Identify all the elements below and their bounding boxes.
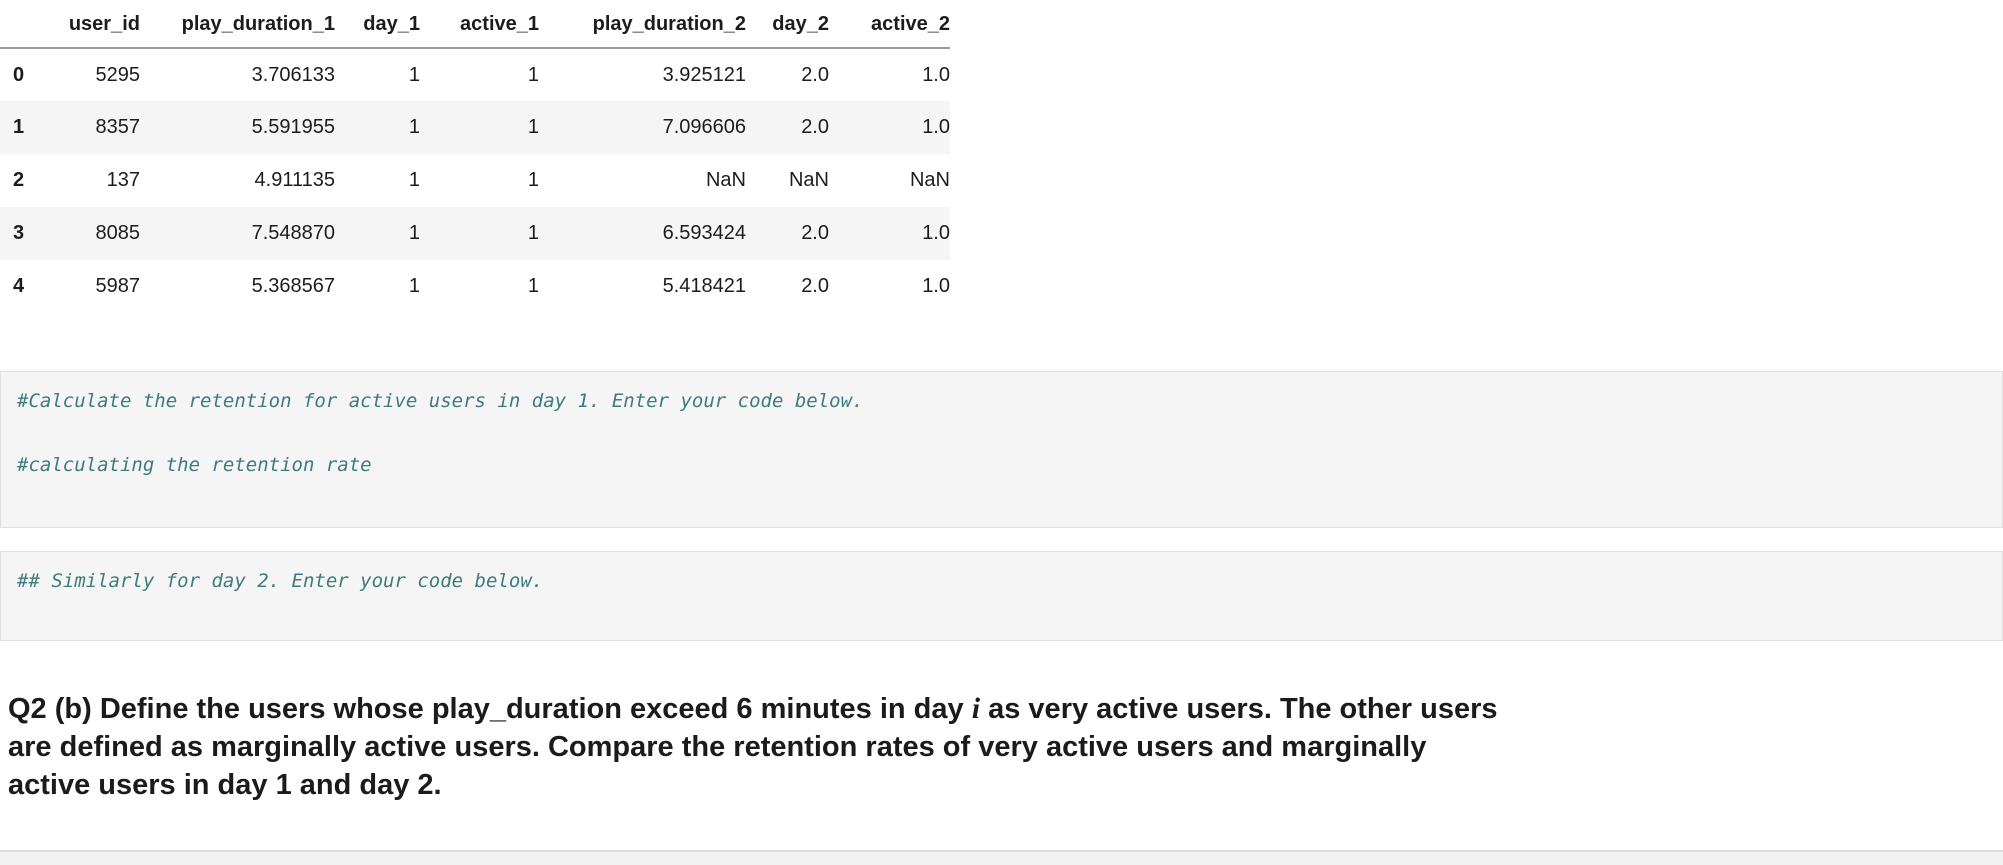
- table-cell: 1: [408, 116, 420, 138]
- table-cell: 4.911135: [254, 169, 335, 191]
- table-cell: 1: [527, 169, 539, 191]
- table-cell: 2.0: [801, 275, 829, 297]
- table-cell: 1: [408, 275, 420, 297]
- column-header: active_1: [420, 2, 539, 49]
- row-index: 0: [13, 63, 25, 86]
- table-row: 1 8357 5.591955 1 1 7.096606 2.0 1.0: [0, 101, 950, 154]
- table-row: 0 5295 3.706133 1 1 3.925121 2.0 1.0: [0, 48, 950, 101]
- table-cell: 1: [527, 275, 539, 297]
- table-cell: 1.0: [922, 63, 950, 86]
- column-header: day_1: [335, 2, 420, 49]
- table-cell: 1: [527, 222, 539, 244]
- dataframe-body: 0 5295 3.706133 1 1 3.925121 2.0 1.0 1 8357 5.5919…: [0, 48, 950, 313]
- row-index: 4: [13, 275, 25, 297]
- table-cell: 2.0: [801, 63, 829, 86]
- table-cell: 1: [408, 63, 420, 86]
- table-cell: 1: [408, 169, 420, 191]
- column-header: day_2: [746, 2, 829, 49]
- table-cell: NaN: [705, 169, 746, 191]
- table-cell: 8357: [95, 116, 141, 138]
- question-line-1: Q2 (b) Define the users whose play_durat…: [8, 690, 1995, 728]
- question-line-2: are defined as marginally active users. …: [8, 731, 1427, 763]
- table-row: 3 8085 7.548870 1 1 6.593424 2.0 1.0: [0, 207, 950, 260]
- table-cell: 3.706133: [251, 63, 335, 86]
- table-cell: 1: [408, 222, 420, 244]
- table-cell: 1.0: [922, 116, 950, 138]
- table-cell: 1: [527, 116, 539, 138]
- table-cell: 137: [106, 169, 140, 191]
- table-cell: 5987: [95, 275, 141, 297]
- table-cell: NaN: [909, 169, 950, 191]
- table-cell: 5.418421: [662, 275, 746, 297]
- dataframe-table: user_id play_duration_1 day_1 active_1 play_…: [0, 2, 950, 313]
- table-cell: 1.0: [922, 275, 950, 297]
- code-cell-retention-day2[interactable]: ## Similarly for day 2. Enter your code …: [0, 551, 2003, 641]
- notebook-output-area: user_id play_duration_1 day_1 active_1 play_…: [0, 2, 2003, 313]
- table-cell: 5.368567: [251, 275, 335, 297]
- next-code-cell-partial[interactable]: [0, 850, 2003, 865]
- math-italic-i: i: [971, 692, 981, 725]
- row-index: 1: [13, 116, 25, 138]
- table-cell: 6.593424: [662, 222, 746, 244]
- table-cell: 2.0: [801, 116, 829, 138]
- table-cell: 7.548870: [251, 222, 335, 244]
- column-header: play_duration_2: [539, 2, 746, 49]
- code-cell-retention-day1[interactable]: #Calculate the retention for active user…: [0, 371, 2003, 528]
- code-cell-source[interactable]: #Calculate the retention for active user…: [17, 390, 864, 476]
- table-cell: 1.0: [922, 222, 950, 244]
- column-header: play_duration_1: [140, 2, 335, 49]
- dataframe-header: user_id play_duration_1 day_1 active_1 play_…: [0, 2, 950, 49]
- question-text: Q2 (b) Define the users whose play_durat…: [8, 693, 972, 725]
- row-index: 2: [13, 169, 25, 191]
- table-cell: 2.0: [801, 222, 829, 244]
- column-header: user_id: [30, 2, 140, 49]
- column-header: active_2: [829, 2, 950, 49]
- table-cell: 5.591955: [251, 116, 335, 138]
- table-cell: 3.925121: [662, 63, 746, 86]
- question-text: as very active users. The other users: [980, 693, 1498, 725]
- table-cell: 7.096606: [662, 116, 746, 138]
- table-cell: 1: [527, 63, 539, 86]
- table-row: 2 137 4.911135 1 1 NaN NaN NaN: [0, 154, 950, 207]
- table-cell: NaN: [788, 169, 829, 191]
- row-index: 3: [13, 222, 25, 244]
- question-line-3: active users in day 1 and day 2.: [8, 769, 442, 801]
- index-header: [0, 2, 30, 49]
- markdown-question-q2b: Q2 (b) Define the users whose play_durat…: [8, 690, 1995, 804]
- code-cell-source[interactable]: ## Similarly for day 2. Enter your code …: [17, 570, 544, 592]
- header-row: user_id play_duration_1 day_1 active_1 play_…: [0, 2, 950, 49]
- table-cell: 8085: [95, 222, 141, 244]
- table-row: 4 5987 5.368567 1 1 5.418421 2.0 1.0: [0, 260, 950, 313]
- table-cell: 5295: [95, 63, 141, 86]
